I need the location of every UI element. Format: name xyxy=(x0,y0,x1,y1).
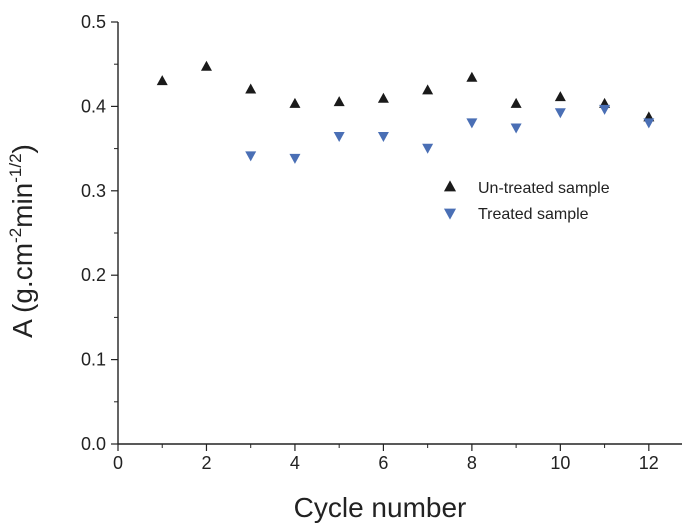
treated-point xyxy=(333,131,345,142)
x-tick-label: 12 xyxy=(639,453,659,473)
y-tick-label: 0.3 xyxy=(81,181,106,201)
legend: Un-treated sample Treated sample xyxy=(443,180,610,223)
untreated-point xyxy=(200,60,212,71)
axes xyxy=(117,22,682,445)
x-tick-label: 10 xyxy=(550,453,570,473)
treated-point xyxy=(289,153,301,164)
treated-point xyxy=(377,131,389,142)
legend-marker xyxy=(443,208,457,220)
untreated-point xyxy=(245,83,257,94)
y-tick-label: 0.2 xyxy=(81,265,106,285)
x-tick-label: 4 xyxy=(290,453,300,473)
y-axis-title-superscript: -2 xyxy=(6,228,25,243)
treated-point xyxy=(245,151,257,162)
y-axis-title-part: A (g.cm xyxy=(7,243,38,338)
treated-point xyxy=(510,123,522,134)
untreated-point xyxy=(156,75,168,86)
x-tick-label: 2 xyxy=(201,453,211,473)
x-tick-label: 8 xyxy=(467,453,477,473)
treated-point xyxy=(643,118,655,129)
legend-label: Un-treated sample xyxy=(478,180,610,197)
y-tick-label: 0.5 xyxy=(81,12,106,32)
treated-point xyxy=(554,108,566,119)
y-tick-label: 0.4 xyxy=(81,96,106,116)
treated-point xyxy=(599,104,611,115)
legend-label: Treated sample xyxy=(478,206,589,223)
x-tick-label: 6 xyxy=(378,453,388,473)
treated-point xyxy=(422,143,434,154)
y-axis-title-part: ) xyxy=(7,144,38,153)
ticks: 0 2 4 6 8 10 12 0.0 0.1 0.2 0.3 0.4 0.5 xyxy=(81,12,659,473)
untreated-point xyxy=(422,84,434,95)
untreated-point xyxy=(554,91,566,102)
x-tick-label: 0 xyxy=(113,453,123,473)
untreated-point xyxy=(510,97,522,108)
treated-point xyxy=(466,118,478,129)
y-tick-label: 0.1 xyxy=(81,350,106,370)
untreated-point xyxy=(377,92,389,103)
data-points xyxy=(156,60,655,164)
legend-marker xyxy=(443,180,457,192)
x-axis-title: Cycle number xyxy=(294,492,467,523)
untreated-point xyxy=(333,96,345,107)
y-axis-title: A (g.cm-2min-1/2) xyxy=(6,144,38,338)
y-axis-title-part: min xyxy=(7,183,38,228)
untreated-point xyxy=(289,97,301,108)
untreated-point xyxy=(466,71,478,82)
y-axis-title-superscript: -1/2 xyxy=(6,153,25,182)
y-tick-label: 0.0 xyxy=(81,434,106,454)
